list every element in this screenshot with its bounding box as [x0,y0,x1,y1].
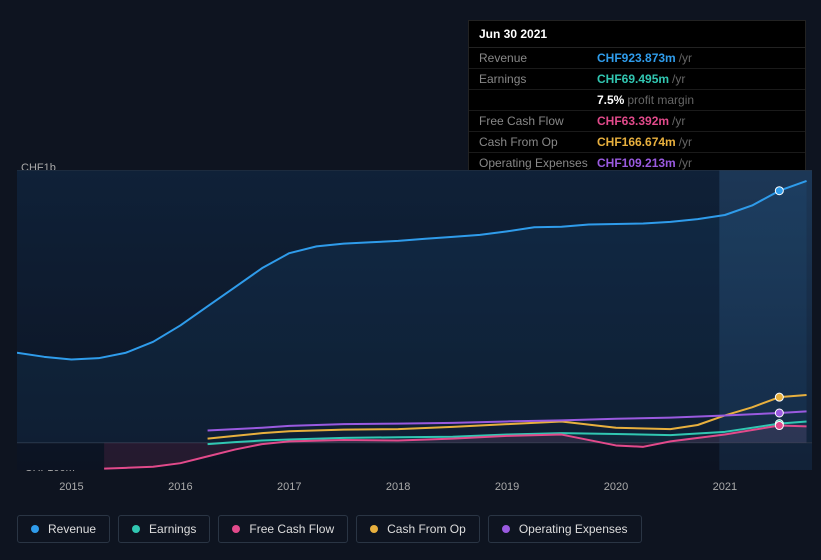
legend-label: Cash From Op [387,522,466,536]
tooltip-metric-value: CHF69.495m [597,72,669,86]
x-axis-label: 2018 [386,481,410,493]
legend-dot-icon [31,525,39,533]
legend-dot-icon [502,525,510,533]
plot-area[interactable] [17,170,812,470]
tooltip-metric-value: CHF923.873m [597,51,676,65]
series-marker [775,393,783,401]
tooltip-row: 7.5%profit margin [469,90,805,111]
tooltip-metric-label: Cash From Op [479,135,597,149]
tooltip-row: RevenueCHF923.873m/yr [469,48,805,69]
tooltip-metric-unit: /yr [672,114,685,128]
tooltip-row: Cash From OpCHF166.674m/yr [469,132,805,153]
series-marker [775,422,783,430]
tooltip-row: Free Cash FlowCHF63.392m/yr [469,111,805,132]
legend-label: Revenue [48,522,96,536]
tooltip-metric-unit: /yr [672,72,685,86]
x-axis-label: 2015 [59,481,83,493]
tooltip-metric-label: Free Cash Flow [479,114,597,128]
legend-label: Earnings [149,522,196,536]
tooltip-row: EarningsCHF69.495m/yr [469,69,805,90]
legend-dot-icon [232,525,240,533]
legend-item[interactable]: Earnings [118,515,210,543]
tooltip-metric-unit: /yr [679,51,692,65]
series-marker [775,409,783,417]
x-axis-label: 2020 [604,481,628,493]
x-axis-label: 2017 [277,481,301,493]
legend-dot-icon [370,525,378,533]
tooltip-date: Jun 30 2021 [469,21,805,48]
tooltip-metric-value: CHF166.674m [597,135,676,149]
legend-label: Free Cash Flow [249,522,334,536]
tooltip-metric-value: CHF63.392m [597,114,669,128]
earnings-revenue-chart: CHF1bCHF0-CHF100m 2015201620172018201920… [17,155,812,500]
x-axis-label: 2021 [713,481,737,493]
legend-dot-icon [132,525,140,533]
tooltip-metric-label: Revenue [479,51,597,65]
series-marker [775,187,783,195]
chart-legend: Revenue Earnings Free Cash Flow Cash From O… [17,515,642,543]
tooltip-metric-label: Earnings [479,72,597,86]
x-axis-label: 2019 [495,481,519,493]
legend-item[interactable]: Operating Expenses [488,515,642,543]
tooltip-metric-value: 7.5% [597,93,624,107]
x-axis-label: 2016 [168,481,192,493]
hover-tooltip: Jun 30 2021 RevenueCHF923.873m/yrEarning… [468,20,806,174]
tooltip-metric-unit: profit margin [627,93,694,107]
legend-label: Operating Expenses [519,522,628,536]
legend-item[interactable]: Cash From Op [356,515,480,543]
tooltip-metric-label [479,93,597,107]
legend-item[interactable]: Free Cash Flow [218,515,348,543]
x-axis: 2015 2016 2017 2018 2019 2020 2021 [17,481,812,501]
legend-item[interactable]: Revenue [17,515,110,543]
tooltip-metric-unit: /yr [679,135,692,149]
